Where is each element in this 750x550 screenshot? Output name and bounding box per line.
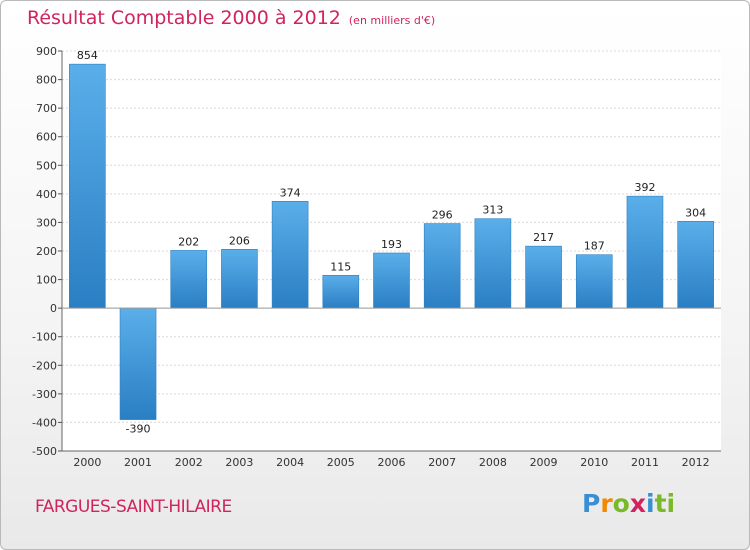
logo-letter: P bbox=[582, 489, 601, 518]
y-tick-label: 300 bbox=[36, 216, 57, 229]
logo-letter: i bbox=[646, 489, 655, 518]
bar bbox=[221, 248, 258, 309]
bar bbox=[677, 220, 714, 309]
x-tick-label: 2001 bbox=[124, 456, 152, 469]
data-label: 193 bbox=[381, 238, 402, 251]
title-text: Résultat Comptable 2000 à 2012 bbox=[27, 7, 341, 29]
y-tick-label: -300 bbox=[32, 388, 57, 401]
y-tick-label: 0 bbox=[50, 302, 57, 315]
y-tick-label: -200 bbox=[32, 359, 57, 372]
x-tick-label: 2005 bbox=[327, 456, 355, 469]
data-label: 202 bbox=[178, 235, 199, 248]
data-label: 217 bbox=[533, 231, 554, 244]
data-label: 374 bbox=[280, 186, 301, 199]
y-tick-label: -500 bbox=[32, 445, 57, 458]
bar bbox=[119, 307, 157, 420]
y-tick-label: 200 bbox=[36, 245, 57, 258]
x-tick-label: 2003 bbox=[225, 456, 253, 469]
bar bbox=[575, 254, 613, 309]
x-tick-label: 2009 bbox=[530, 456, 558, 469]
bar bbox=[373, 252, 410, 309]
y-tick-label: 400 bbox=[36, 188, 57, 201]
x-tick-label: 2007 bbox=[428, 456, 456, 469]
x-tick-label: 2002 bbox=[175, 456, 203, 469]
y-tick-label: 500 bbox=[36, 159, 57, 172]
data-labels: 854 -390 202 206 374 115 193 296 313 217 187 392 304 bbox=[77, 49, 706, 435]
y-tick-label: 800 bbox=[36, 74, 57, 87]
x-tick-label: 2004 bbox=[276, 456, 304, 469]
bar bbox=[525, 245, 562, 309]
x-tick-label: 2000 bbox=[73, 456, 101, 469]
logo-letter: r bbox=[600, 489, 613, 518]
y-tick-label: 100 bbox=[36, 274, 57, 287]
data-label: 304 bbox=[685, 206, 706, 219]
x-tick-label: 2008 bbox=[479, 456, 507, 469]
x-tick-label: 2012 bbox=[682, 456, 710, 469]
data-label: 187 bbox=[584, 240, 605, 253]
commune-name: FARGUES-SAINT-HILAIRE bbox=[35, 497, 232, 517]
proxiti-logo: Proxiti bbox=[582, 489, 675, 518]
y-tick-label: 700 bbox=[36, 102, 57, 115]
data-label: 313 bbox=[482, 204, 503, 217]
x-tick-label: 2011 bbox=[631, 456, 659, 469]
bar bbox=[69, 63, 106, 309]
logo-letter: o bbox=[612, 489, 630, 518]
data-label: 392 bbox=[634, 181, 655, 194]
x-tick-label: 2010 bbox=[580, 456, 608, 469]
bar bbox=[626, 195, 664, 309]
data-label: 115 bbox=[330, 260, 351, 273]
logo-letter: x bbox=[629, 489, 646, 518]
y-tick-label: -400 bbox=[32, 416, 57, 429]
bar bbox=[423, 223, 461, 309]
bar bbox=[322, 274, 360, 309]
y-tick-label: -100 bbox=[32, 331, 57, 344]
y-tick-label: 900 bbox=[36, 45, 57, 58]
x-axis-ticks: 2000 2001 2002 2003 2004 2005 2006 2007 2008 2009… bbox=[73, 456, 709, 469]
x-tick-label: 2006 bbox=[378, 456, 406, 469]
bar bbox=[474, 218, 512, 309]
y-axis-ticks: 900 800 700 600 500 400 300 200 100 0 -100 -200 -300… bbox=[32, 45, 62, 458]
data-label: 854 bbox=[77, 49, 98, 62]
logo-letter: ti bbox=[654, 489, 676, 518]
y-tick-label: 600 bbox=[36, 131, 57, 144]
data-label: 296 bbox=[432, 209, 453, 222]
bars bbox=[69, 63, 714, 420]
bar bbox=[170, 250, 208, 309]
chart-title: Résultat Comptable 2000 à 2012 (en millie… bbox=[27, 7, 435, 29]
data-label: 206 bbox=[229, 234, 250, 247]
bar bbox=[271, 200, 309, 309]
chart-subtitle: (en milliers d'€) bbox=[348, 14, 436, 27]
data-label: -390 bbox=[126, 423, 151, 436]
